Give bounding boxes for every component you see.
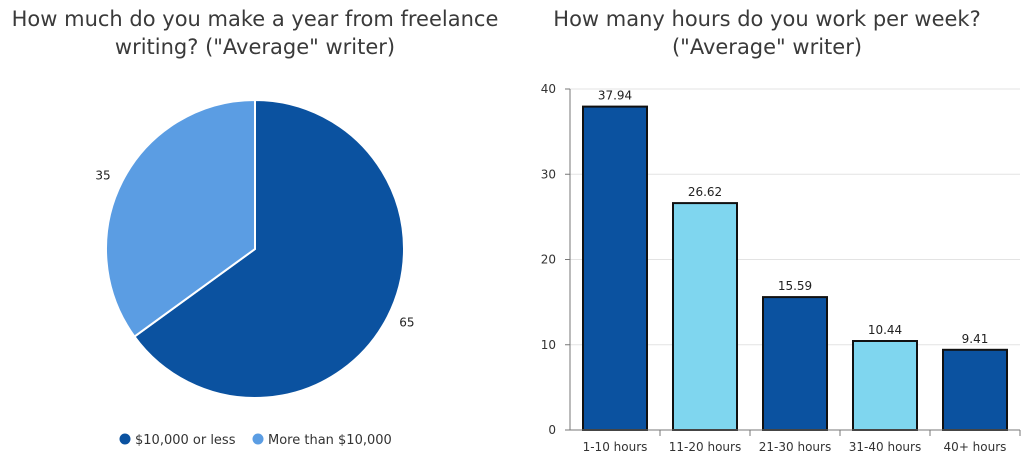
bar-value-label-1: 26.62 bbox=[688, 185, 722, 199]
pie-slice-1 bbox=[105, 98, 256, 338]
legend-label-0: $10,000 or less bbox=[135, 433, 236, 448]
bar-1 bbox=[672, 202, 738, 431]
bar-3 bbox=[852, 340, 918, 431]
bar-title-line-2: ("Average" writer) bbox=[672, 35, 862, 59]
x-tick-label-0: 1-10 hours bbox=[583, 440, 648, 454]
bar-value-label-2: 15.59 bbox=[778, 279, 812, 293]
y-tick-label-1: 10 bbox=[541, 338, 556, 352]
x-tick-label-2: 21-30 hours bbox=[759, 440, 831, 454]
bar-4 bbox=[942, 348, 1008, 431]
pie-slices bbox=[105, 98, 406, 399]
pie-chart: How much do you make a year from freelan… bbox=[12, 7, 499, 448]
pie-legend: $10,000 or less More than $10,000 bbox=[119, 433, 392, 448]
legend-marker-0 bbox=[119, 433, 131, 445]
bar-title-line-1: How many hours do you work per week? bbox=[553, 7, 980, 31]
bar-value-label-0: 37.94 bbox=[598, 89, 632, 103]
legend-marker-1 bbox=[252, 433, 264, 445]
pie-value-label-1: 35 bbox=[95, 169, 110, 183]
bar-x-axis: 1-10 hours 11-20 hours 21-30 hours 31-40 ho… bbox=[570, 429, 1021, 454]
pie-value-label-0: 65 bbox=[399, 316, 414, 330]
legend-label-1: More than $10,000 bbox=[268, 433, 392, 448]
bar-0 bbox=[582, 105, 648, 431]
x-tick-label-3: 31-40 hours bbox=[849, 440, 921, 454]
x-tick-label-4: 40+ hours bbox=[944, 440, 1007, 454]
y-tick-label-2: 20 bbox=[541, 253, 556, 267]
y-tick-label-4: 40 bbox=[541, 82, 556, 96]
bar-bars: 37.94 26.62 15.59 10.44 9.41 bbox=[582, 89, 1008, 431]
y-tick-label-0: 0 bbox=[548, 423, 556, 437]
x-tick-label-1: 11-20 hours bbox=[669, 440, 741, 454]
bar-chart: How many hours do you work per week? ("A… bbox=[541, 7, 1021, 454]
bar-value-label-3: 10.44 bbox=[868, 323, 902, 337]
pie-slice-0 bbox=[133, 98, 406, 399]
pie-title-line-1: How much do you make a year from freelan… bbox=[12, 7, 499, 31]
pie-title-line-2: writing? ("Average" writer) bbox=[115, 35, 395, 59]
bar-2 bbox=[762, 296, 828, 431]
bar-y-axis: 0 10 20 30 40 bbox=[541, 82, 571, 437]
bar-value-label-4: 9.41 bbox=[962, 332, 989, 346]
y-tick-label-3: 30 bbox=[541, 167, 556, 181]
pie-labels: 65 35 bbox=[95, 169, 414, 330]
